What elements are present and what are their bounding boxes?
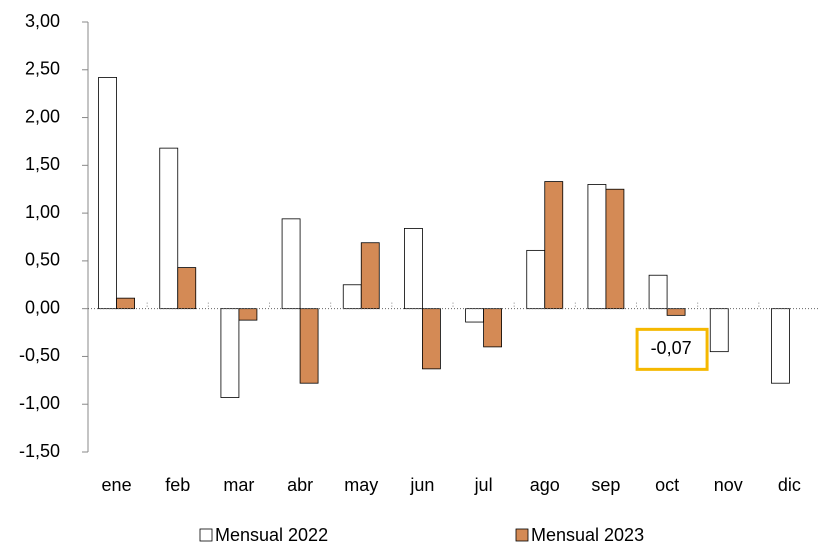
x-tick-label: may <box>344 475 378 495</box>
x-tick-label: nov <box>714 475 743 495</box>
x-tick-label: oct <box>655 475 679 495</box>
legend-swatch <box>515 528 529 542</box>
y-tick-label: 0,50 <box>25 250 60 270</box>
bar <box>177 267 197 310</box>
bar <box>709 308 729 353</box>
bar <box>360 242 380 310</box>
bar <box>666 308 686 316</box>
bar <box>648 274 668 310</box>
x-tick-label: mar <box>223 475 254 495</box>
y-tick-label: 2,00 <box>25 106 60 126</box>
bar <box>771 308 790 384</box>
bar <box>98 77 117 310</box>
x-tick-label: dic <box>778 475 801 495</box>
bar <box>299 308 319 384</box>
bar <box>238 308 258 321</box>
bar <box>526 249 546 310</box>
bar <box>342 284 362 310</box>
bar <box>587 184 607 310</box>
data-label: -0,07 <box>651 338 692 358</box>
y-tick-label: 1,00 <box>25 202 60 222</box>
x-tick-label: ago <box>530 475 560 495</box>
legend-label: Mensual 2022 <box>215 525 328 545</box>
bar <box>465 308 484 323</box>
bar <box>220 308 240 398</box>
y-tick-label: 1,50 <box>25 154 60 174</box>
bar <box>483 308 502 348</box>
bar <box>422 308 441 370</box>
y-tick-label: 0,00 <box>25 297 60 317</box>
bar <box>605 188 625 310</box>
x-tick-label: feb <box>165 475 190 495</box>
legend-label: Mensual 2023 <box>531 525 644 545</box>
legend-swatch <box>199 528 213 542</box>
bar <box>159 147 179 310</box>
bar <box>544 181 564 310</box>
bar <box>404 227 423 310</box>
y-tick-label: 3,00 <box>25 11 60 31</box>
x-tick-label: abr <box>287 475 313 495</box>
x-tick-label: jun <box>409 475 434 495</box>
bar <box>116 297 135 310</box>
y-tick-label: -1,00 <box>19 393 60 413</box>
y-tick-label: -1,50 <box>19 441 60 461</box>
bar <box>281 218 301 310</box>
label-highlight <box>635 327 709 371</box>
x-tick-label: jul <box>474 475 493 495</box>
x-tick-label: ene <box>102 475 132 495</box>
y-tick-label: -0,50 <box>19 345 60 365</box>
y-tick-label: 2,50 <box>25 59 60 79</box>
x-tick-label: sep <box>591 475 620 495</box>
